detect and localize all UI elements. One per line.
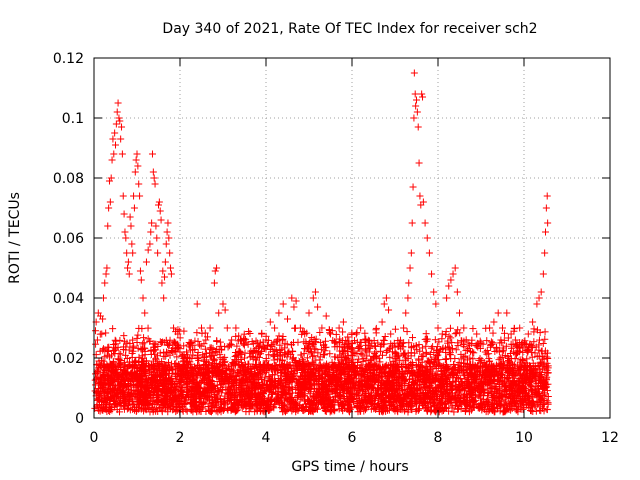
data-point <box>422 342 430 350</box>
data-point <box>409 334 417 342</box>
data-point <box>120 332 128 340</box>
data-point <box>489 329 497 337</box>
data-point <box>193 329 201 337</box>
data-point <box>216 338 224 346</box>
data-point <box>442 331 450 339</box>
data-point <box>532 407 540 415</box>
data-point <box>321 347 329 355</box>
data-point <box>303 354 311 362</box>
data-point <box>92 340 100 348</box>
data-point <box>453 329 461 337</box>
data-point <box>135 324 143 332</box>
data-point <box>476 355 484 363</box>
data-point <box>326 350 334 358</box>
data-point <box>446 324 454 332</box>
data-point <box>133 334 141 342</box>
data-point <box>535 336 543 344</box>
data-point <box>403 328 411 336</box>
data-point <box>144 324 152 332</box>
data-point <box>165 341 173 349</box>
data-point <box>451 355 459 363</box>
data-point <box>469 325 477 333</box>
data-point <box>213 337 221 345</box>
data-point <box>361 329 369 337</box>
data-point <box>391 325 399 333</box>
data-point <box>102 329 110 337</box>
data-point <box>441 355 449 363</box>
data-point <box>470 349 478 357</box>
data-point <box>339 328 347 336</box>
data-point <box>140 339 148 347</box>
data-point <box>180 327 188 335</box>
data-point <box>109 325 117 333</box>
data-point <box>539 339 547 347</box>
data-point <box>485 350 493 358</box>
data-point <box>129 336 137 344</box>
data-point <box>297 351 305 359</box>
data-point <box>445 332 453 340</box>
data-point <box>195 341 203 349</box>
chart-title: Day 340 of 2021, Rate Of TEC Index for r… <box>162 21 537 37</box>
data-point <box>262 355 270 363</box>
data-point <box>429 343 437 351</box>
data-point <box>116 336 124 344</box>
data-point <box>544 393 552 401</box>
data-point <box>381 332 389 340</box>
data-points <box>91 69 552 416</box>
data-point <box>541 328 549 336</box>
data-point <box>91 327 99 335</box>
data-point <box>173 353 181 361</box>
